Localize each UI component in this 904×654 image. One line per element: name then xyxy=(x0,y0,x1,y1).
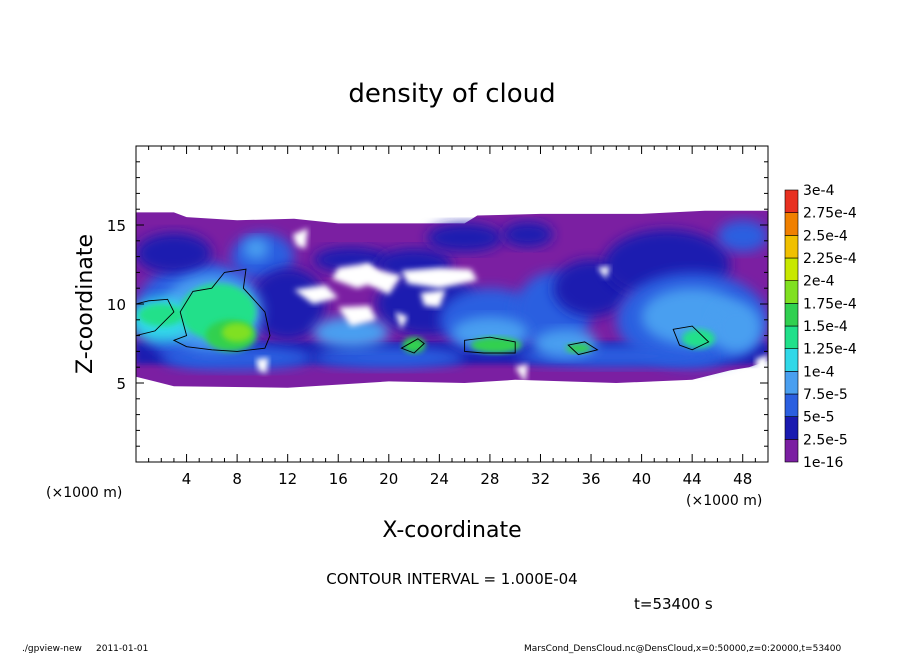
cloud-cyan-1 xyxy=(243,237,269,260)
x-tick-label: 12 xyxy=(278,470,297,488)
x-axis-label: X-coordinate xyxy=(382,518,521,543)
cloud-green-4 xyxy=(565,343,592,353)
colorbar-segment xyxy=(784,257,799,281)
colorbar-segment xyxy=(784,280,799,304)
colorbar-label: 2e-4 xyxy=(803,274,835,290)
clear-gap-11 xyxy=(755,354,768,380)
x-tick-label: 4 xyxy=(182,470,192,488)
clear-gap-9 xyxy=(256,357,269,374)
colorbar-label: 2.25e-4 xyxy=(803,251,857,267)
cloud-blue-14 xyxy=(136,232,212,274)
source-label: MarsCond_DensCloud.nc@DensCloud,x=0:5000… xyxy=(524,644,841,654)
colorbar-segment xyxy=(784,325,799,349)
contour-1e-4-1 xyxy=(136,298,175,337)
y-tick-label: 5 xyxy=(116,375,126,393)
cloud-green-6 xyxy=(682,329,715,349)
x-tick-label: 40 xyxy=(632,470,651,488)
x-tick-label: 48 xyxy=(733,470,752,488)
colorbar-label: 1.25e-4 xyxy=(803,342,857,358)
colorbar-segment xyxy=(784,235,799,259)
clear-gap-5 xyxy=(338,305,377,327)
contour-1e-4-5 xyxy=(672,325,710,351)
clear-gap-0 xyxy=(292,228,308,249)
x-tick-label: 36 xyxy=(581,470,600,488)
colorbar-segment xyxy=(784,212,799,236)
x-tick-label: 16 xyxy=(329,470,348,488)
cloud-blue-12 xyxy=(426,223,503,252)
cloud-green-3 xyxy=(470,337,522,353)
colorbar: 1e-16 2.5e-5 5e-5 7.5e-5 1e-4 1.25e-4 1.5e-4 1.… xyxy=(784,183,857,471)
colorbar-segment xyxy=(784,393,799,417)
program-label: ./gpview-new xyxy=(22,644,82,654)
clear-gap-10 xyxy=(515,364,528,383)
contour-interval-label: CONTOUR INTERVAL = 1.000E-04 xyxy=(326,570,577,588)
clear-gap-6 xyxy=(420,289,446,308)
contour-1e-4-0 xyxy=(172,268,271,352)
x-tick-label: 8 xyxy=(232,470,242,488)
colorbar-segment xyxy=(784,371,799,395)
x-axis-unit-left: (×1000 m) xyxy=(46,485,122,501)
colorbar-label: 7.5e-5 xyxy=(803,387,848,403)
y-tick-label: 10 xyxy=(107,296,126,314)
colorbar-label: 2.5e-5 xyxy=(803,432,848,448)
y-tick-label: 15 xyxy=(107,217,126,235)
colorbar-label: 3e-4 xyxy=(803,183,835,199)
x-tick-label: 24 xyxy=(430,470,449,488)
time-label: t=53400 s xyxy=(634,595,713,613)
date-label: 2011-01-01 xyxy=(96,644,148,654)
clear-gap-3 xyxy=(401,267,478,289)
cloud-green-2 xyxy=(138,304,185,327)
colorbar-segment xyxy=(784,439,799,463)
heatmap-layer xyxy=(136,210,768,388)
cloud-blue-13 xyxy=(502,221,554,248)
colorbar-segment xyxy=(784,189,799,213)
colorbar-label: 2.75e-4 xyxy=(803,206,857,222)
clear-gap-7 xyxy=(395,311,408,330)
x-tick-label: 32 xyxy=(531,470,550,488)
colorbar-label: 1.5e-4 xyxy=(803,319,848,335)
cloud-cyan-6 xyxy=(312,316,389,349)
cloud-yellowgreen-0 xyxy=(221,322,253,342)
colorbar-label: 1.75e-4 xyxy=(803,296,857,312)
colorbar-segment xyxy=(784,303,799,327)
contour-1e-4-4 xyxy=(567,341,599,356)
colorbar-segment xyxy=(784,416,799,440)
contour-1e-4-3 xyxy=(464,336,516,354)
colorbar-label: 5e-5 xyxy=(803,410,834,426)
x-tick-label: 28 xyxy=(480,470,499,488)
y-axis-label: Z-coordinate xyxy=(73,234,98,374)
clear-gap-8 xyxy=(597,266,610,279)
colorbar-label: 1e-4 xyxy=(803,364,835,380)
colorbar-segment xyxy=(784,348,799,372)
y-axis-ticks: 5 10 15 xyxy=(107,161,768,447)
clear-gap-4 xyxy=(294,285,339,304)
cloud-blue-2 xyxy=(249,267,326,341)
contour-1e-4-2 xyxy=(400,338,425,354)
cloud-blue-17 xyxy=(312,346,465,369)
clear-gap-2 xyxy=(363,266,402,295)
x-tick-label: 44 xyxy=(683,470,702,488)
cloud-blue-11 xyxy=(717,220,768,252)
colorbar-label: 2.5e-4 xyxy=(803,228,848,244)
colorbar-label: 1e-16 xyxy=(803,455,843,471)
x-axis-unit-right: (×1000 m) xyxy=(686,493,762,509)
cloud-cyan-4 xyxy=(711,302,762,353)
chart-title: density of cloud xyxy=(348,79,555,109)
x-axis-ticks: 4 8 12 16 20 24 28 32 36 40 44 48 xyxy=(148,146,769,488)
cloud-green-5 xyxy=(402,337,426,353)
x-tick-label: 20 xyxy=(379,470,398,488)
cloud-blue-15 xyxy=(161,345,313,371)
